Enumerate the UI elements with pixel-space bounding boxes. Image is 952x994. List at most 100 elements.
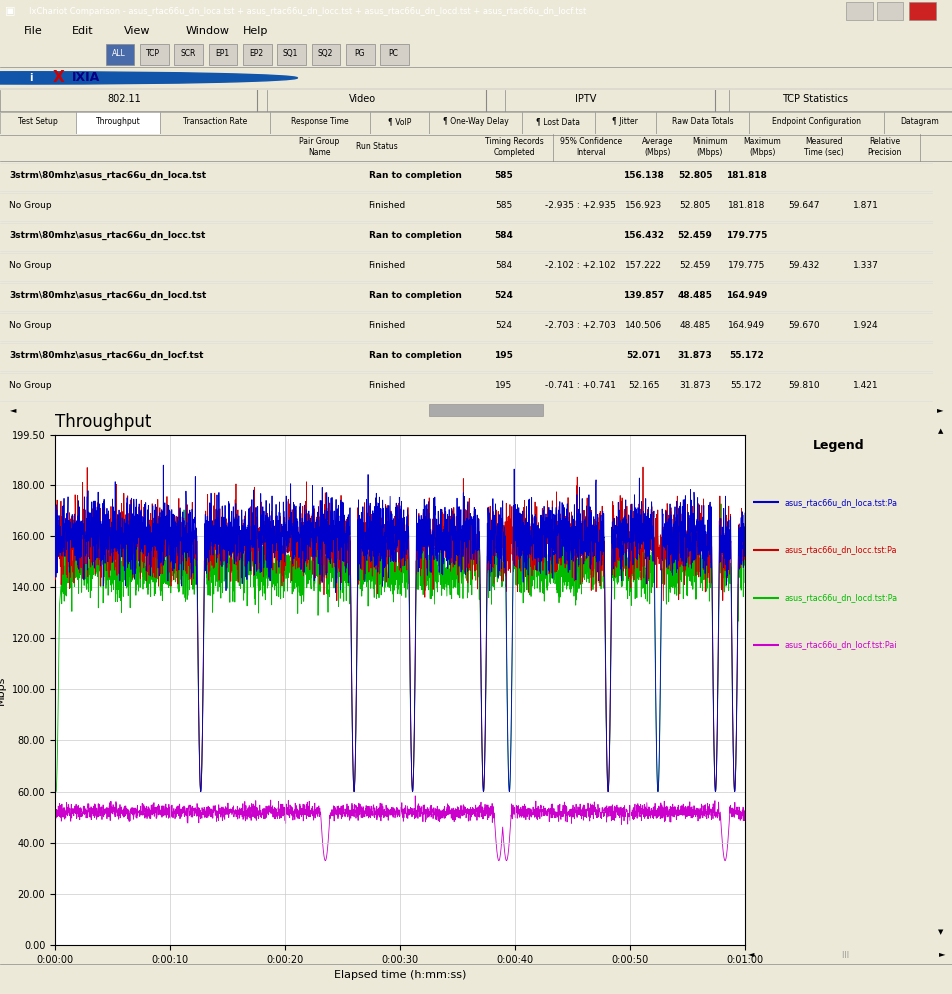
Bar (380, 44, 408, 66)
Bar (174, 44, 203, 66)
Text: ►: ► (936, 406, 942, 414)
Bar (76, 112, 160, 134)
Text: Video: Video (348, 93, 375, 103)
Text: ▼: ▼ (937, 929, 942, 935)
Text: Timing Records
Completed: Timing Records Completed (485, 136, 544, 157)
Text: ◄: ◄ (747, 949, 754, 958)
Text: ▣: ▣ (5, 6, 15, 16)
Text: Finished: Finished (368, 381, 406, 390)
Text: -2.102 : +2.102: -2.102 : +2.102 (545, 261, 615, 270)
Text: EP1: EP1 (215, 49, 228, 59)
Bar (311, 44, 340, 66)
Text: Help: Help (243, 26, 268, 36)
Text: |||: ||| (841, 950, 850, 957)
Text: Legend: Legend (812, 439, 863, 452)
Text: Ran to completion: Ran to completion (368, 231, 461, 240)
Text: 59.670: 59.670 (787, 321, 820, 330)
Text: 3strm\80mhz\asus_rtac66u_dn_locf.tst: 3strm\80mhz\asus_rtac66u_dn_locf.tst (10, 351, 204, 360)
Text: Pair Group
Name: Pair Group Name (299, 136, 339, 157)
Bar (243, 44, 271, 66)
Bar (908, 2, 935, 20)
Bar (269, 112, 369, 134)
Text: ¶ Jitter: ¶ Jitter (611, 117, 638, 126)
Text: 52.805: 52.805 (679, 201, 710, 210)
Text: 95% Confidence
Interval: 95% Confidence Interval (559, 136, 622, 157)
Text: Transaction Rate: Transaction Rate (183, 117, 247, 126)
Text: IxChariot Comparison - asus_rtac66u_dn_loca.tst + asus_rtac66u_dn_locc.tst + asu: IxChariot Comparison - asus_rtac66u_dn_l… (29, 7, 585, 16)
Bar (594, 112, 655, 134)
Text: ¶ Lost Data: ¶ Lost Data (536, 117, 580, 126)
Text: No Group: No Group (10, 261, 52, 270)
Text: No Group: No Group (10, 201, 52, 210)
Text: 179.775: 179.775 (727, 261, 764, 270)
Text: i: i (29, 73, 32, 83)
Text: Measured
Time (sec): Measured Time (sec) (803, 136, 843, 157)
Circle shape (0, 72, 297, 84)
Text: 59.432: 59.432 (787, 261, 819, 270)
Text: Ran to completion: Ran to completion (368, 291, 461, 300)
Text: View: View (124, 26, 150, 36)
Text: No Group: No Group (10, 321, 52, 330)
Text: 164.949: 164.949 (727, 321, 764, 330)
Text: ◄: ◄ (10, 406, 16, 414)
Bar (748, 112, 883, 134)
Text: -0.741 : +0.741: -0.741 : +0.741 (545, 381, 615, 390)
Text: asus_rtac66u_dn_locc.tst:Pa: asus_rtac66u_dn_locc.tst:Pa (783, 546, 896, 555)
Text: TCP: TCP (147, 49, 160, 59)
Text: 48.485: 48.485 (677, 291, 712, 300)
Text: Throughput: Throughput (55, 413, 151, 430)
Text: 157.222: 157.222 (625, 261, 662, 270)
Text: 59.810: 59.810 (787, 381, 820, 390)
Text: 802.11: 802.11 (107, 93, 141, 103)
Text: 156.923: 156.923 (625, 201, 662, 210)
Text: 52.165: 52.165 (627, 381, 659, 390)
Text: 55.172: 55.172 (730, 381, 762, 390)
Bar (522, 112, 594, 134)
Text: IPTV: IPTV (575, 93, 596, 103)
Text: 181.818: 181.818 (727, 201, 764, 210)
Bar (106, 44, 134, 66)
Text: Average
(Mbps): Average (Mbps) (642, 136, 672, 157)
Text: PG: PG (353, 49, 365, 59)
Bar (428, 112, 522, 134)
Bar (883, 112, 952, 134)
Text: Ran to completion: Ran to completion (368, 351, 461, 360)
Text: 31.873: 31.873 (677, 351, 712, 360)
Text: 59.647: 59.647 (787, 201, 819, 210)
Text: 181.818: 181.818 (725, 171, 766, 180)
Text: asus_rtac66u_dn_locd.tst:Pa: asus_rtac66u_dn_locd.tst:Pa (783, 593, 897, 602)
Text: Datagram: Datagram (900, 117, 938, 126)
Bar (876, 2, 902, 20)
Text: Run Status: Run Status (355, 142, 397, 151)
Bar (369, 112, 428, 134)
Text: 31.873: 31.873 (679, 381, 710, 390)
Y-axis label: Mbps: Mbps (0, 675, 6, 705)
Bar (140, 44, 169, 66)
Bar (845, 2, 872, 20)
Text: ▲: ▲ (937, 428, 942, 434)
Text: 585: 585 (494, 171, 513, 180)
Text: Minimum
(Mbps): Minimum (Mbps) (691, 136, 727, 157)
Bar (428, 404, 543, 416)
Text: 1.421: 1.421 (852, 381, 878, 390)
Text: -2.935 : +2.935: -2.935 : +2.935 (545, 201, 615, 210)
Bar (655, 112, 748, 134)
Text: Finished: Finished (368, 261, 406, 270)
Text: 3strm\80mhz\asus_rtac66u_dn_locc.tst: 3strm\80mhz\asus_rtac66u_dn_locc.tst (10, 231, 206, 241)
Text: Edit: Edit (71, 26, 93, 36)
Text: 140.506: 140.506 (625, 321, 662, 330)
Text: 524: 524 (494, 291, 513, 300)
Text: No Group: No Group (10, 381, 52, 390)
Text: 52.459: 52.459 (677, 231, 712, 240)
Text: ALL: ALL (112, 49, 126, 59)
Text: Ran to completion: Ran to completion (368, 171, 461, 180)
Text: 55.172: 55.172 (728, 351, 763, 360)
X-axis label: Elapsed time (h:mm:ss): Elapsed time (h:mm:ss) (333, 970, 466, 980)
Text: 52.805: 52.805 (677, 171, 711, 180)
Bar (346, 44, 374, 66)
Text: SQ1: SQ1 (283, 49, 298, 59)
Text: 585: 585 (495, 201, 512, 210)
Text: -2.703 : +2.703: -2.703 : +2.703 (545, 321, 615, 330)
Text: Finished: Finished (368, 201, 406, 210)
Text: 1.871: 1.871 (852, 201, 878, 210)
